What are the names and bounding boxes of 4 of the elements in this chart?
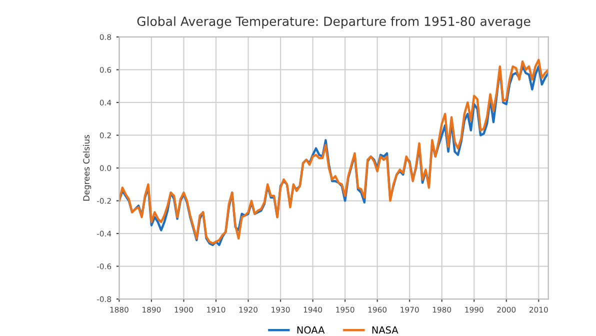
legend-label: NOAA: [297, 326, 325, 334]
chart-title: Global Average Temperature: Departure from 1951-80 average: [137, 16, 530, 28]
y-axis-title: Degrees Celsius: [83, 134, 92, 201]
legend-label: NASA: [372, 326, 398, 334]
